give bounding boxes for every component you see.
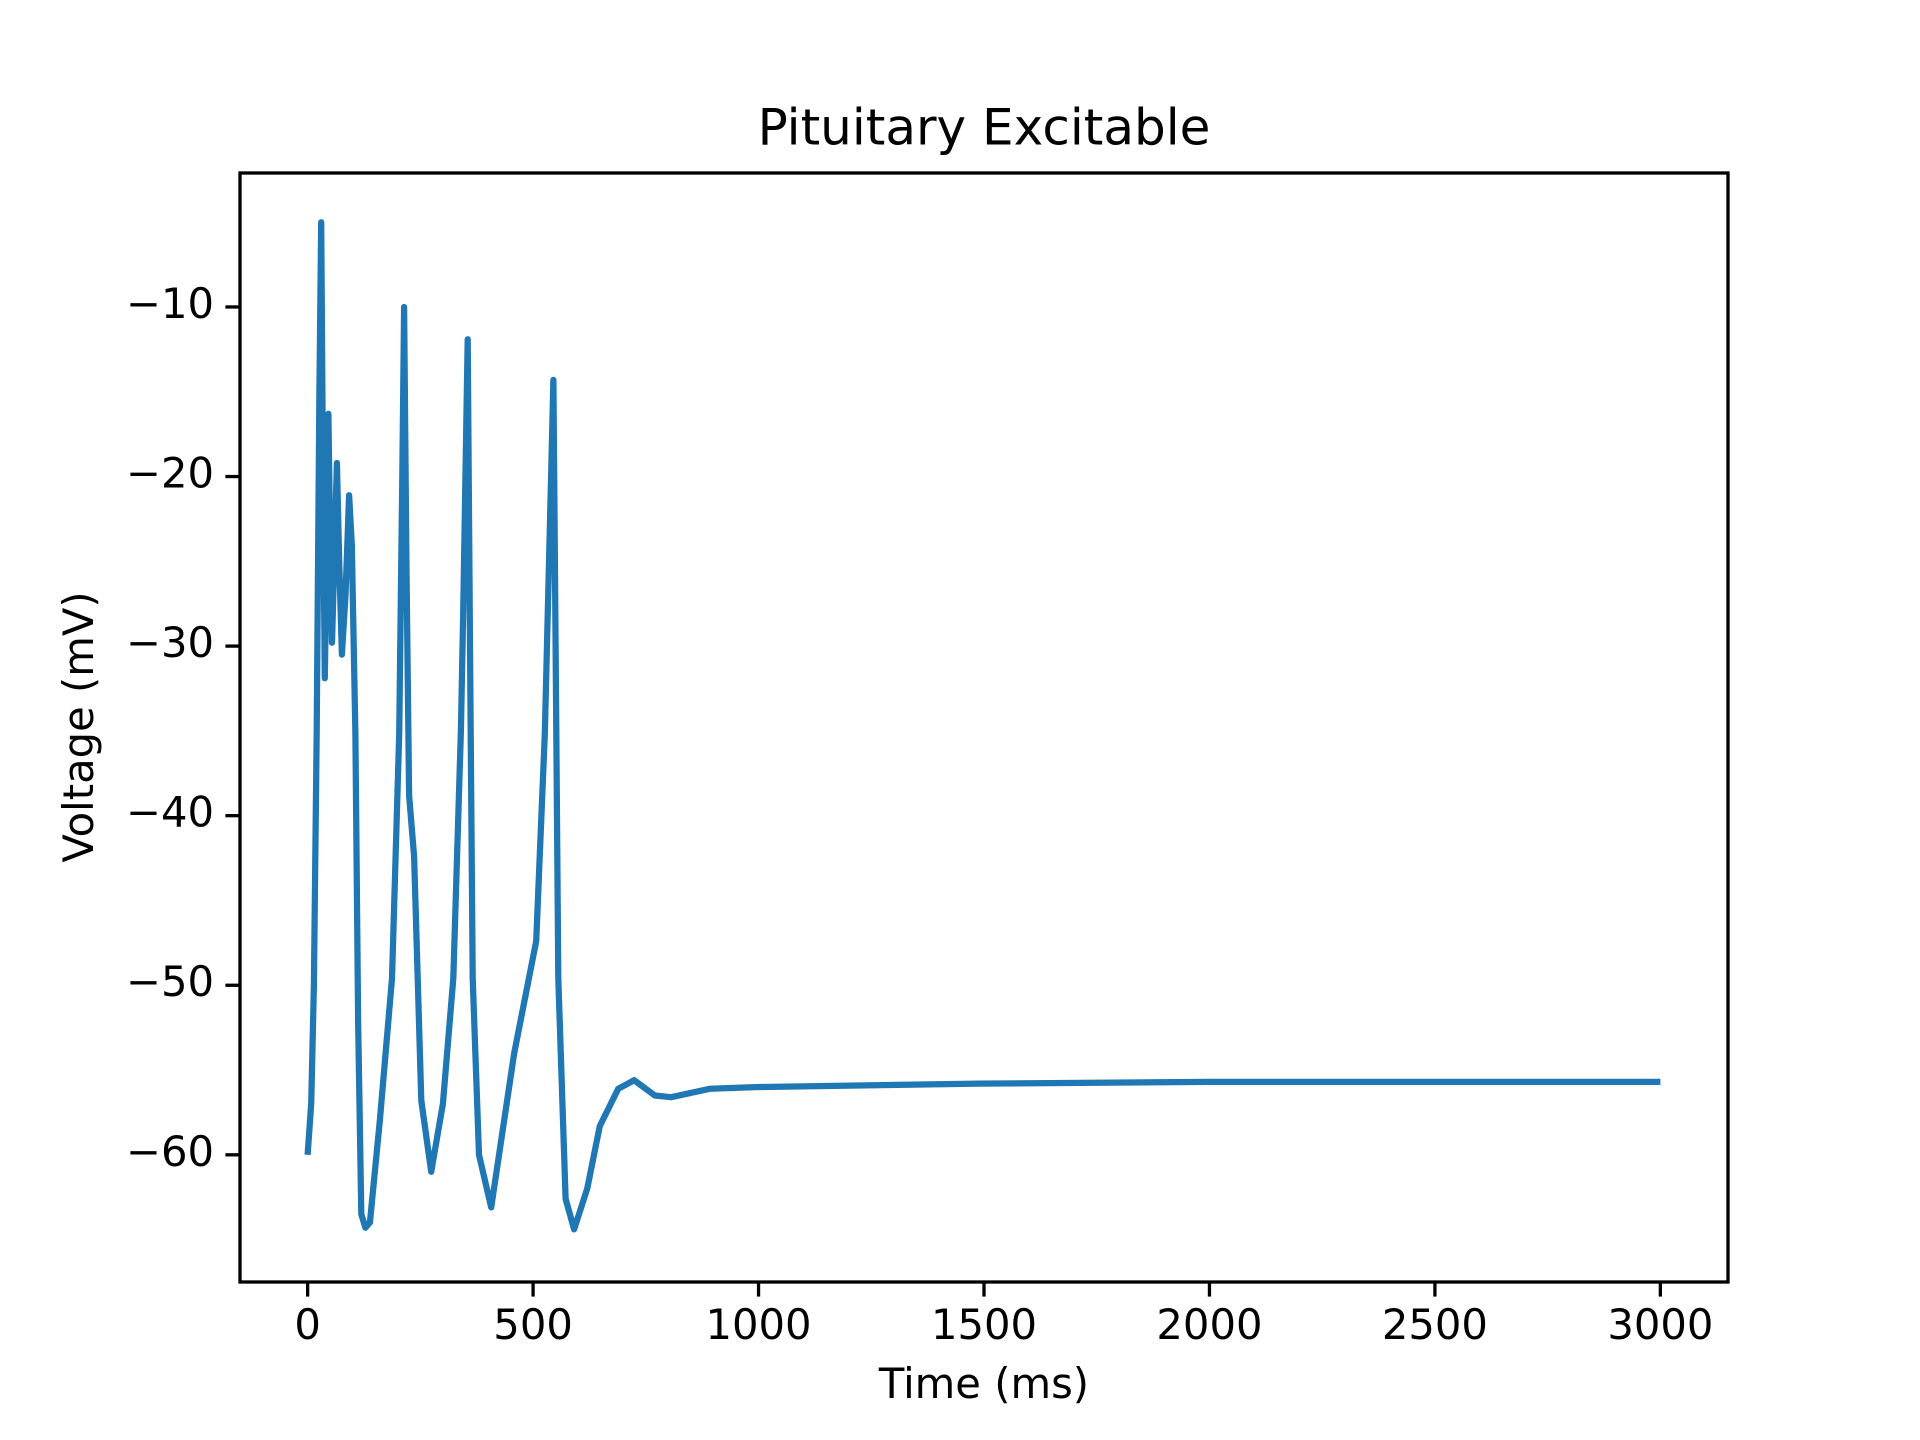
x-tick-label: 0 xyxy=(294,1300,321,1349)
y-tick-label: −20 xyxy=(126,449,214,498)
y-axis-label: Voltage (mV) xyxy=(54,591,103,862)
x-tick-label: 3000 xyxy=(1607,1300,1713,1349)
y-tick-label: −50 xyxy=(126,957,214,1006)
x-tick-label: 1000 xyxy=(705,1300,811,1349)
x-tick-label: 2500 xyxy=(1382,1300,1488,1349)
x-tick-label: 1500 xyxy=(931,1300,1037,1349)
chart-title: Pituitary Excitable xyxy=(758,99,1211,157)
y-tick-label: −30 xyxy=(126,618,214,667)
y-tick-label: −60 xyxy=(126,1127,214,1176)
y-tick-label: −40 xyxy=(126,788,214,837)
x-tick-label: 2000 xyxy=(1156,1300,1262,1349)
x-tick-label: 500 xyxy=(493,1300,573,1349)
data-line xyxy=(304,219,1661,1233)
x-axis-label: Time (ms) xyxy=(878,1359,1089,1408)
y-tick-label: −10 xyxy=(126,279,214,328)
